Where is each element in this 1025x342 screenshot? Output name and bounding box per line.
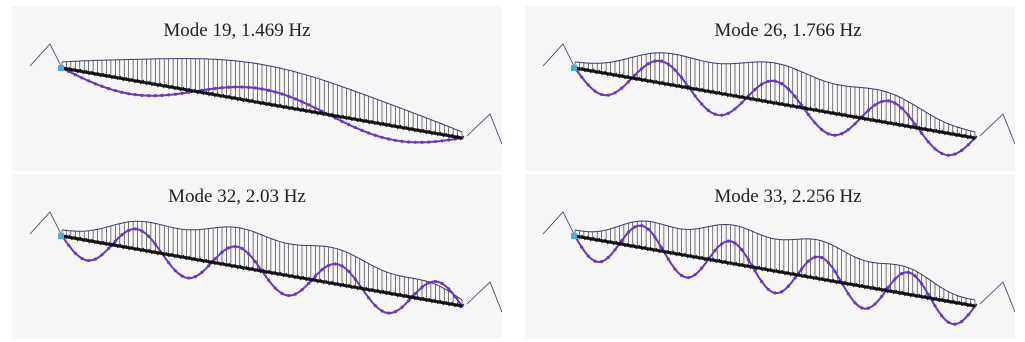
bridge-deck <box>572 65 978 141</box>
bridge-mode-plot <box>29 43 502 145</box>
left-approach <box>542 211 576 237</box>
mode-panel-19: Mode 19, 1.469 Hz <box>12 6 502 171</box>
mode-title: Mode 33, 2.256 Hz <box>714 186 862 207</box>
main-cable <box>574 52 976 133</box>
mode-shape-wave <box>573 59 977 157</box>
left-approach <box>29 211 63 237</box>
mode-title: Mode 19, 1.469 Hz <box>163 20 311 41</box>
support-marker <box>58 65 64 71</box>
right-approach <box>979 113 1015 145</box>
main-cable <box>574 220 976 301</box>
bridge-deck <box>572 233 978 309</box>
support-marker <box>571 65 577 71</box>
right-approach <box>466 113 502 145</box>
mode-shape-wave <box>60 66 464 144</box>
bridge-mode-plot <box>542 43 1015 157</box>
support-marker <box>58 233 64 239</box>
hangers <box>61 58 463 138</box>
left-approach <box>29 43 63 69</box>
left-approach <box>542 43 576 69</box>
bridge-mode-plot <box>542 211 1015 326</box>
cable-lines <box>29 43 502 145</box>
hangers <box>574 52 976 138</box>
mode-title: Mode 26, 1.766 Hz <box>714 20 862 41</box>
bridge-deck <box>59 65 465 141</box>
cable-lines <box>29 211 502 313</box>
mode-title: Mode 32, 2.03 Hz <box>168 186 306 207</box>
mode-panel-26: Mode 26, 1.766 Hz <box>525 6 1015 171</box>
cable-lines <box>542 211 1015 313</box>
cable-lines <box>542 43 1015 145</box>
mode-shape-wave <box>573 224 977 326</box>
mode-panel-33: Mode 33, 2.256 Hz <box>525 174 1015 339</box>
support-marker <box>571 233 577 239</box>
right-approach <box>466 281 502 313</box>
main-cable <box>61 58 463 133</box>
mode-panel-32: Mode 32, 2.03 Hz <box>12 174 502 339</box>
bridge-mode-plot <box>29 211 502 315</box>
main-cable <box>61 220 463 301</box>
right-approach <box>979 281 1015 313</box>
